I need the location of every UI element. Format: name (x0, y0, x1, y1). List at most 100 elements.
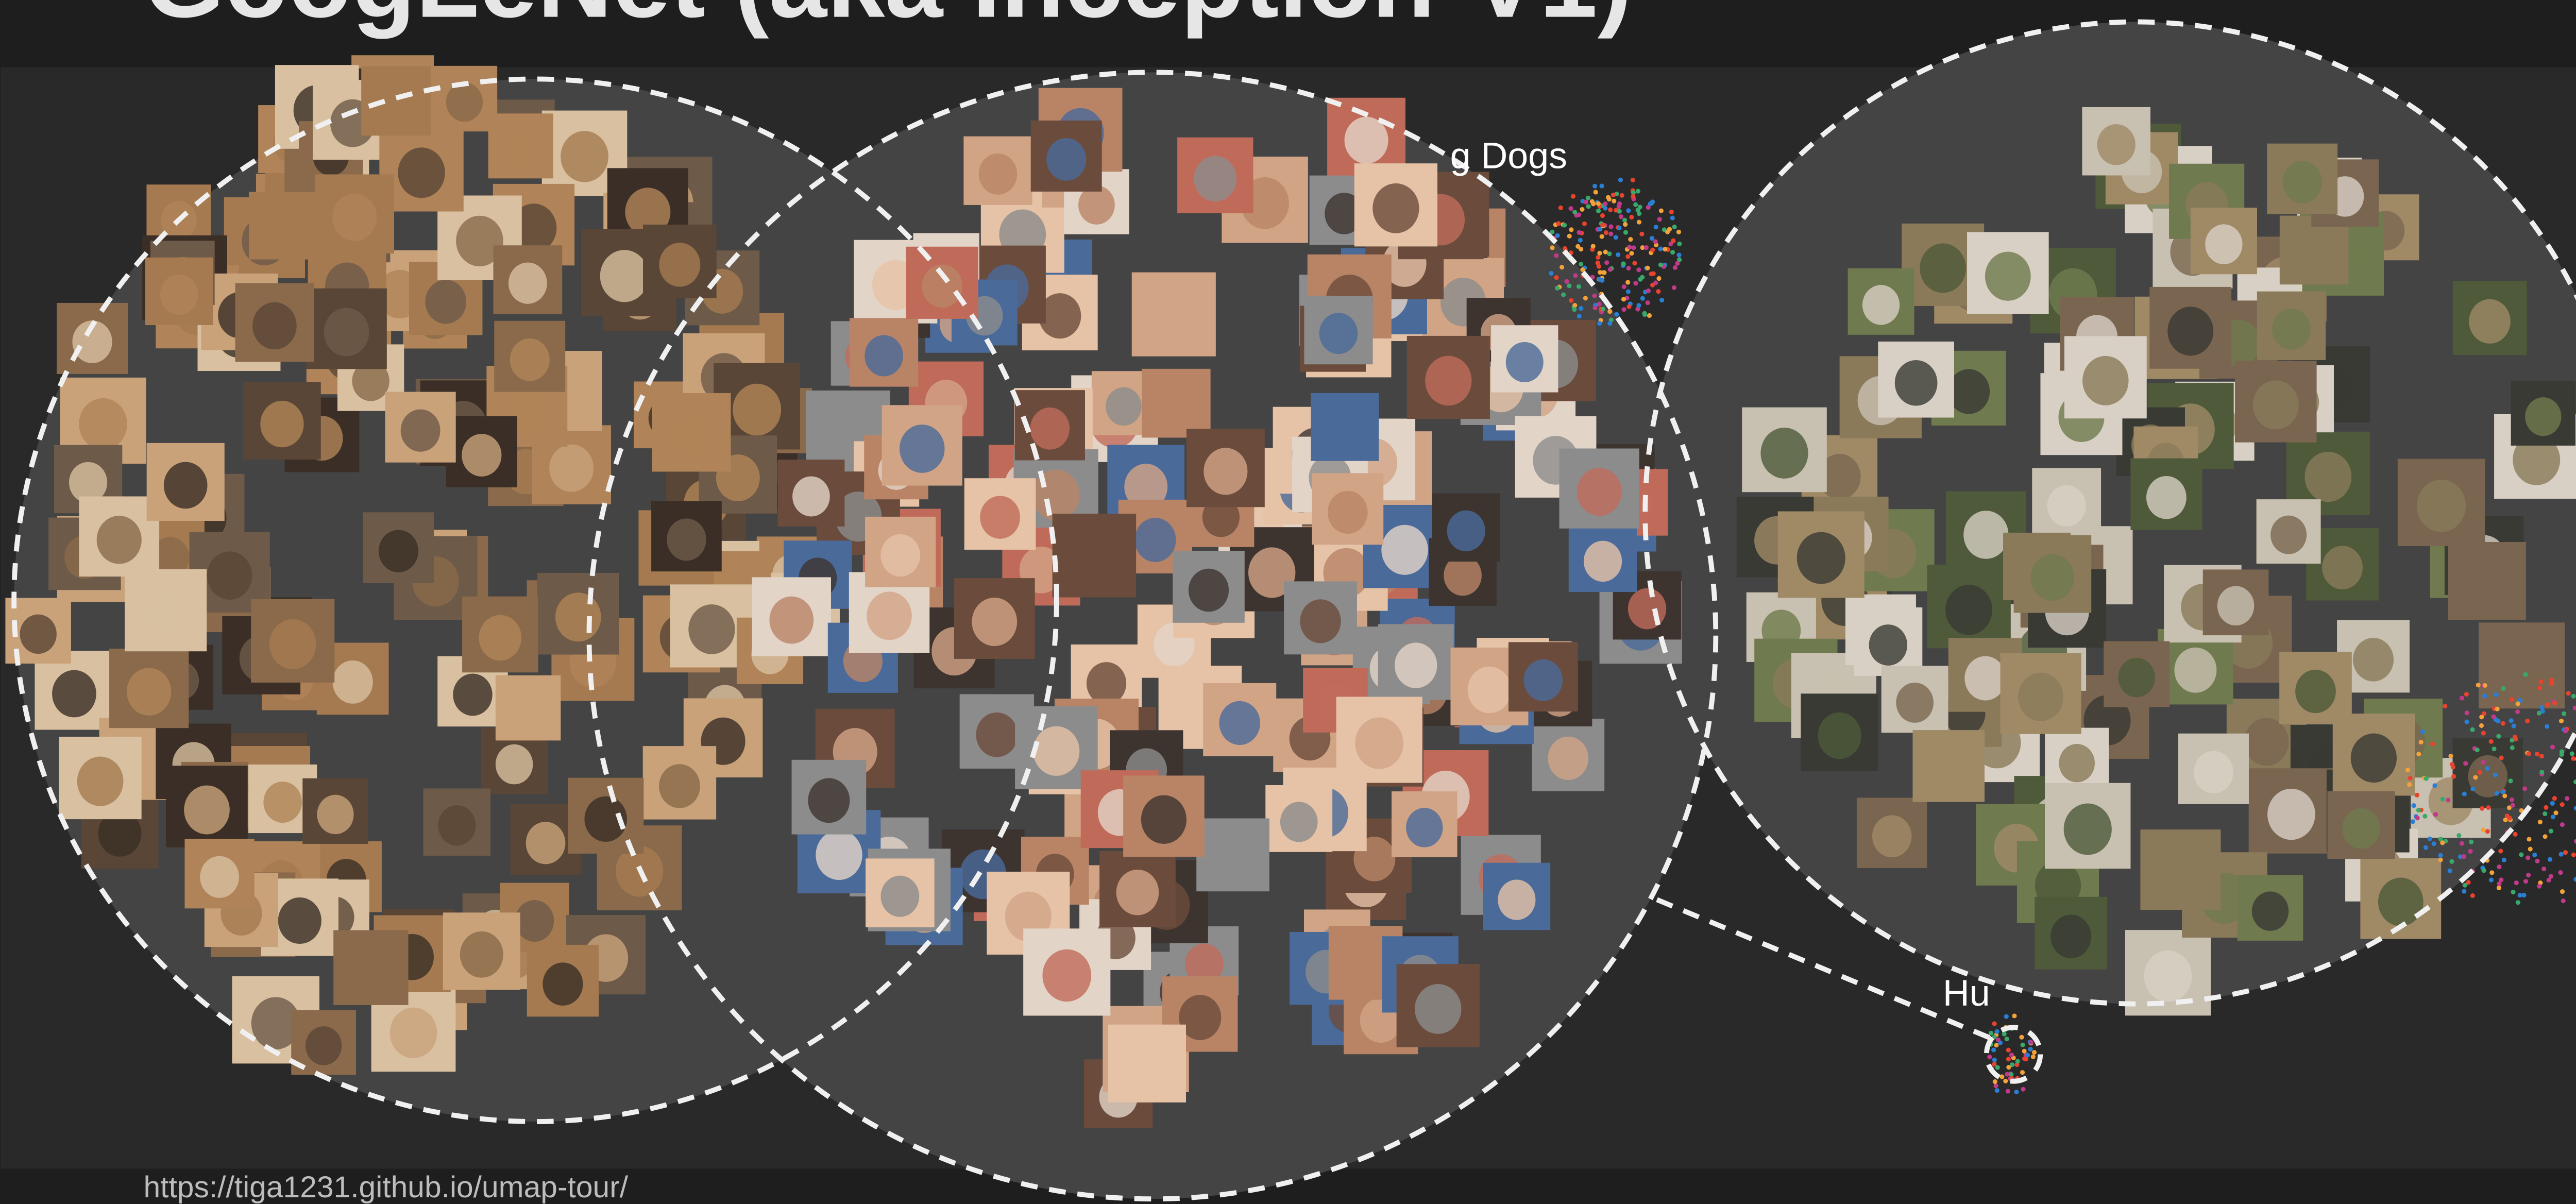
dot (1603, 206, 1608, 211)
image-subject (816, 830, 862, 880)
dot (2463, 761, 2468, 766)
image-subject (2018, 672, 2064, 721)
dot (2479, 715, 2484, 720)
image-subject (867, 591, 912, 640)
image-subject (543, 962, 583, 1006)
dot (2569, 751, 2574, 756)
dot (2513, 832, 2518, 837)
image-subject (555, 592, 601, 642)
dot (1994, 1088, 1999, 1093)
dot (1607, 321, 1613, 326)
image-subject (352, 361, 389, 401)
dot (1995, 1065, 2000, 1070)
dot (1596, 208, 1601, 213)
dot (2422, 813, 2428, 819)
image-subject (2167, 307, 2214, 356)
dot (1676, 229, 1682, 234)
dot (2418, 739, 2424, 745)
dot (2006, 1065, 2011, 1070)
dot (2464, 691, 2469, 697)
dot (1599, 183, 1604, 189)
dot (2010, 1062, 2015, 1067)
image-subject (2244, 718, 2289, 766)
image-subject (1628, 588, 1667, 630)
dot (1617, 209, 1622, 214)
image-subject (207, 551, 252, 600)
dot (1987, 1055, 1992, 1060)
dot (1563, 246, 1568, 251)
image-subject (1046, 138, 1087, 181)
image-subject (2513, 434, 2561, 485)
dot (1627, 245, 1632, 250)
dot (2458, 854, 2463, 859)
image-subject (278, 897, 321, 944)
dot (1573, 273, 1578, 278)
dot (1656, 276, 1662, 281)
dot (2485, 829, 2490, 834)
dot (1618, 177, 1623, 182)
dot (1619, 193, 1624, 198)
image-subject (1872, 815, 1912, 858)
dot (1621, 261, 1626, 266)
title: GoogLeNet (aka Inception-V1) (143, 0, 1632, 39)
dot (1611, 192, 1616, 197)
image-subject (2097, 124, 2136, 165)
dot (2511, 723, 2516, 728)
dot (1992, 1061, 1997, 1067)
image-subject (1280, 802, 1318, 842)
dot (1583, 296, 1588, 301)
dot (2509, 718, 2514, 723)
dot (1590, 244, 1596, 249)
image-subject (2417, 480, 2466, 532)
image-subject (69, 462, 108, 503)
dot (2416, 807, 2421, 813)
dot (1618, 214, 1623, 219)
dot (1629, 251, 1634, 256)
dot (2527, 837, 2532, 842)
image-subject (1179, 994, 1222, 1040)
image-subject (2465, 561, 2509, 608)
image-subject (332, 193, 377, 241)
dot (2020, 1070, 2025, 1075)
dot (2459, 841, 2465, 846)
image-subject (378, 530, 418, 572)
image-subject (2059, 744, 2095, 783)
image-subject (549, 444, 594, 492)
image-subject (2217, 586, 2255, 626)
dot (2549, 681, 2554, 686)
image-subject (479, 615, 522, 661)
dot (1597, 250, 1602, 256)
dot (1597, 277, 1602, 282)
dot (1616, 252, 1621, 257)
dot (1582, 221, 1587, 226)
dot (2509, 697, 2515, 702)
image-subject (1505, 342, 1544, 383)
dot (2566, 691, 2571, 696)
image-subject (1583, 540, 1622, 582)
dot (1640, 296, 1645, 301)
dot (1614, 312, 1619, 317)
dot (2481, 827, 2486, 833)
dot (2420, 729, 2425, 734)
dot (2565, 796, 2570, 801)
dot (2002, 1031, 2007, 1037)
image-subject (2353, 638, 2394, 682)
dot (1562, 223, 1567, 228)
image-subject (2063, 803, 2112, 855)
image-subject (2378, 877, 2424, 926)
image-subject (659, 764, 700, 808)
dot (1657, 217, 1662, 222)
dot (1592, 293, 1597, 298)
image-subject (1106, 387, 1142, 426)
dot (2547, 857, 2553, 862)
dot (2030, 1054, 2036, 1059)
dot (1635, 208, 1640, 213)
dot (1561, 292, 1566, 297)
dot (1646, 205, 1651, 210)
dot (1658, 246, 1663, 251)
dot (2020, 1042, 2025, 1047)
dot (2560, 802, 2565, 807)
dot (2515, 709, 2520, 715)
image-subject (511, 204, 557, 253)
dot (2571, 852, 2576, 857)
